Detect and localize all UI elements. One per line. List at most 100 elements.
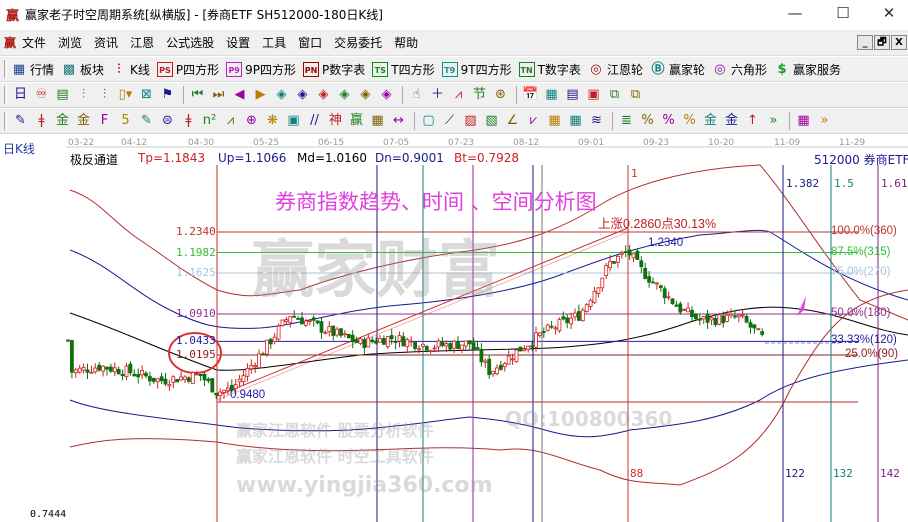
draw-tool-icon[interactable]: ⊕	[246, 113, 257, 128]
draw-tool-icon[interactable]: ❋	[267, 113, 278, 128]
menu-item[interactable]: 江恩	[130, 36, 155, 50]
minimize-button[interactable]: —	[787, 4, 803, 22]
draw-tool-icon[interactable]: %	[641, 113, 654, 128]
toolbar-button[interactable]: ◎ 江恩轮	[588, 61, 643, 78]
draw-tool-icon[interactable]: 金	[724, 113, 738, 128]
menu-item[interactable]: 文件	[22, 36, 47, 50]
mdi-restore-button[interactable]: 🗗	[874, 35, 890, 50]
draw-tool-icon[interactable]: 神	[328, 113, 342, 128]
nav-tool-icon[interactable]: ▣	[587, 87, 600, 102]
nav-tool-icon[interactable]: ◈	[297, 87, 308, 102]
draw-tool-icon[interactable]: ▧	[485, 113, 498, 128]
draw-tool-icon[interactable]: ⩗	[529, 113, 538, 128]
nav-tool-icon[interactable]: ＋	[430, 87, 444, 102]
toolbar-button[interactable]: TS T四方形	[372, 61, 435, 78]
draw-tool-icon[interactable]: ✎	[141, 113, 152, 128]
nav-tool-icon[interactable]: ♾	[35, 87, 48, 102]
nav-tool-icon[interactable]: 日▾	[13, 87, 27, 107]
draw-tool-icon[interactable]: ▨	[464, 113, 477, 128]
nav-tool-icon[interactable]: 节	[472, 87, 486, 102]
draw-tool-icon[interactable]: ▢	[422, 113, 435, 128]
kline-chart[interactable]: 赢家财富 赢家江恩软件 股票分析软件 www.yingjia360.com QQ…	[0, 136, 908, 522]
toolbar-button[interactable]: ⫶ K线	[111, 61, 150, 78]
maximize-button[interactable]: ☐	[836, 4, 850, 22]
draw-tool-icon[interactable]: 金	[703, 113, 717, 128]
toolbar-button[interactable]: $ 赢家服务	[774, 61, 841, 78]
draw-tool-icon[interactable]: F	[100, 113, 109, 128]
menu-item[interactable]: 帮助	[394, 36, 419, 50]
draw-tool-icon[interactable]: ▦	[371, 113, 384, 128]
nav-tool-icon[interactable]: ☝	[412, 87, 421, 102]
toolbar-button[interactable]: PN P数字表	[303, 61, 365, 78]
nav-tool-icon[interactable]: 📅	[522, 87, 539, 102]
candle-body	[479, 348, 484, 363]
nav-tool-icon[interactable]: ⚑	[161, 87, 174, 102]
nav-tool-icon[interactable]: ◀	[234, 87, 245, 102]
draw-tool-icon[interactable]: ▦	[569, 113, 582, 128]
draw-tool-icon[interactable]: ⟋	[444, 113, 455, 128]
draw-tool-icon[interactable]: ⩘	[226, 113, 235, 128]
draw-tool-icon[interactable]: ↑	[747, 113, 758, 128]
menu-item[interactable]: 设置	[226, 36, 251, 50]
nav-tool-icon[interactable]: ◈	[276, 87, 287, 102]
draw-tool-icon[interactable]: 5	[121, 113, 130, 128]
menu-item[interactable]: 浏览	[58, 36, 83, 50]
nav-tool-icon[interactable]: ⫶	[81, 87, 86, 102]
nav-tool-icon[interactable]: ⩘	[454, 87, 463, 102]
toolbar-button[interactable]: PS P四方形	[156, 61, 219, 78]
menu-item[interactable]: 窗口	[298, 36, 323, 50]
candle-body	[424, 345, 429, 351]
draw-tool-icon[interactable]: »	[820, 113, 829, 128]
mdi-close-button[interactable]: X	[891, 35, 907, 50]
draw-tool-icon[interactable]: 赢	[349, 113, 363, 128]
nav-tool-icon[interactable]: ◈	[360, 87, 371, 102]
draw-tool-icon[interactable]: ≋	[591, 113, 602, 128]
close-button[interactable]: ✕	[882, 4, 896, 22]
nav-tool-icon[interactable]: ▯▾	[118, 87, 133, 102]
draw-tool-icon[interactable]: ≣	[621, 113, 632, 128]
draw-tool-icon[interactable]: %	[683, 113, 696, 128]
toolbar-button[interactable]: Ⓑ 赢家轮	[650, 61, 705, 78]
toolbar-button[interactable]: TN T数字表	[518, 61, 581, 78]
draw-tool-icon[interactable]: ∠	[506, 113, 519, 128]
nav-tool-icon[interactable]: ▤	[566, 87, 579, 102]
nav-tool-icon[interactable]: ◈	[381, 87, 392, 102]
draw-tool-icon[interactable]: ⊜	[162, 113, 173, 128]
toolbar-button[interactable]: ▦ 行情	[11, 61, 54, 78]
nav-tool-icon[interactable]: ⏮	[191, 87, 204, 102]
menu-item[interactable]: 交易委托	[334, 36, 383, 50]
draw-tool-icon[interactable]: ▣	[287, 113, 300, 128]
nav-tool-icon[interactable]: ◈	[318, 87, 329, 102]
nav-tool-icon[interactable]: ⊛	[495, 87, 506, 102]
nav-tool-icon[interactable]: ⧉	[630, 87, 641, 102]
draw-tool-icon[interactable]: n²	[202, 113, 217, 128]
nav-tool-icon[interactable]: ◈	[339, 87, 350, 102]
nav-tool-icon[interactable]: ⧉	[609, 87, 620, 102]
draw-tool-icon[interactable]: ▦	[548, 113, 561, 128]
nav-tool-icon[interactable]: ⊠	[141, 87, 152, 102]
toolbar-button[interactable]: P9 9P四方形	[226, 61, 296, 78]
toolbar-button[interactable]: T9 9T四方形	[441, 61, 512, 78]
nav-tool-icon[interactable]: ⏭	[212, 87, 225, 102]
draw-tool-icon[interactable]: //	[310, 113, 319, 128]
draw-tool-icon[interactable]: »	[769, 113, 778, 128]
draw-tool-icon[interactable]: ✎	[15, 113, 26, 128]
draw-tool-icon[interactable]: ▦	[797, 113, 810, 128]
toolbar-button[interactable]: ◎ 六角形	[712, 61, 767, 78]
draw-tool-icon[interactable]: ǂ	[38, 113, 45, 128]
mdi-minimize-button[interactable]: _	[857, 35, 873, 50]
candle-body	[261, 353, 265, 356]
menu-item[interactable]: 工具	[262, 36, 287, 50]
draw-tool-icon[interactable]: ↔	[393, 113, 404, 128]
draw-tool-icon[interactable]: 金	[76, 113, 90, 128]
draw-tool-icon[interactable]: ǂ	[185, 113, 192, 128]
draw-tool-icon[interactable]: 金	[55, 113, 69, 128]
nav-tool-icon[interactable]: ⫶	[102, 87, 107, 102]
nav-tool-icon[interactable]: ▦	[545, 87, 558, 102]
menu-item[interactable]: 资讯	[94, 36, 119, 50]
draw-tool-icon[interactable]: %	[662, 113, 675, 128]
nav-tool-icon[interactable]: ▤	[56, 87, 69, 102]
nav-tool-icon[interactable]: ▶	[255, 87, 266, 102]
menu-item[interactable]: 公式选股	[166, 36, 215, 50]
toolbar-button[interactable]: ▩ 板块	[61, 61, 104, 78]
